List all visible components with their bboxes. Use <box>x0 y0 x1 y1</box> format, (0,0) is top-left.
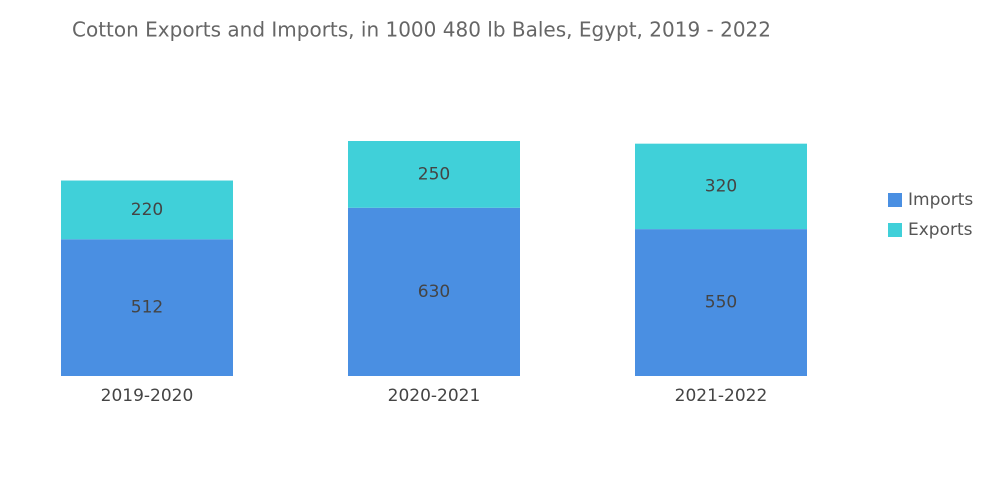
legend-label: Exports <box>908 220 973 240</box>
value-label: 550 <box>705 293 737 313</box>
x-tick-label: 2021-2022 <box>675 386 768 406</box>
bar-segment <box>348 207 520 376</box>
value-label: 250 <box>418 164 450 184</box>
bar-segment <box>61 239 233 376</box>
value-label: 320 <box>705 176 737 196</box>
value-label: 220 <box>131 200 163 220</box>
bar-segment <box>635 229 807 376</box>
chart-title: Cotton Exports and Imports, in 1000 480 … <box>72 18 771 42</box>
value-label: 512 <box>131 298 163 318</box>
x-tick-label: 2019-2020 <box>101 386 194 406</box>
legend-swatch <box>888 193 902 207</box>
legend-label: Imports <box>908 190 973 210</box>
legend-swatch <box>888 223 902 237</box>
value-label: 630 <box>418 282 450 302</box>
x-tick-label: 2020-2021 <box>388 386 481 406</box>
bar-segment <box>61 180 233 240</box>
bar-segment <box>635 143 807 230</box>
bar-segment <box>348 141 520 208</box>
